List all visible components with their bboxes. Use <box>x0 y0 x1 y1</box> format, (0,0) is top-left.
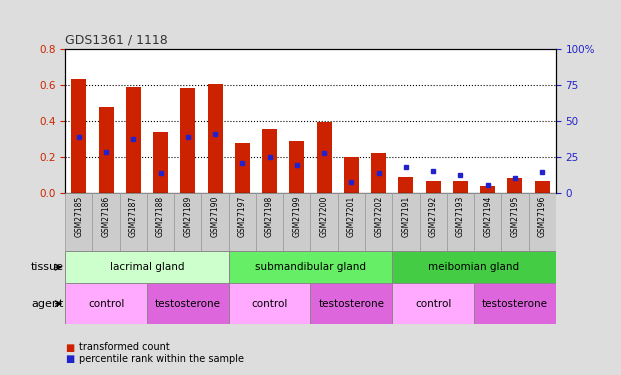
Bar <box>126 87 141 193</box>
Bar <box>528 193 556 251</box>
Bar <box>446 193 474 251</box>
Bar <box>371 153 386 193</box>
Bar <box>283 193 310 251</box>
Bar <box>180 87 196 193</box>
Bar <box>93 193 120 251</box>
Text: lacrimal gland: lacrimal gland <box>110 262 184 272</box>
Bar <box>229 193 256 251</box>
Text: ■: ■ <box>65 342 75 352</box>
Text: GSM27190: GSM27190 <box>211 196 220 237</box>
Bar <box>229 251 392 283</box>
Bar <box>120 193 147 251</box>
Text: GSM27199: GSM27199 <box>292 196 301 237</box>
Text: ■: ■ <box>65 354 75 364</box>
Bar <box>399 177 414 193</box>
Text: transformed count: transformed count <box>79 342 170 352</box>
Bar <box>310 193 338 251</box>
Bar <box>535 182 550 193</box>
Bar <box>501 193 528 251</box>
Bar <box>392 283 474 324</box>
Text: GSM27185: GSM27185 <box>75 196 83 237</box>
Text: GSM27198: GSM27198 <box>265 196 274 237</box>
Text: testosterone: testosterone <box>482 299 548 309</box>
Bar <box>71 78 86 193</box>
Text: GSM27192: GSM27192 <box>428 196 438 237</box>
Text: GSM27200: GSM27200 <box>320 196 329 237</box>
Text: GSM27197: GSM27197 <box>238 196 247 237</box>
Bar <box>289 141 304 193</box>
Bar <box>147 283 229 324</box>
Bar <box>317 122 332 193</box>
Text: GSM27186: GSM27186 <box>102 196 111 237</box>
Bar <box>344 157 359 193</box>
Bar <box>175 193 201 251</box>
Bar <box>256 193 283 251</box>
Bar <box>365 193 392 251</box>
Text: GSM27187: GSM27187 <box>129 196 138 237</box>
Text: control: control <box>415 299 451 309</box>
Text: GDS1361 / 1118: GDS1361 / 1118 <box>65 34 168 47</box>
Bar <box>338 193 365 251</box>
Text: GSM27191: GSM27191 <box>401 196 410 237</box>
Bar <box>235 144 250 193</box>
Text: agent: agent <box>32 299 64 309</box>
Text: GSM27194: GSM27194 <box>483 196 492 237</box>
Bar <box>507 178 522 193</box>
Text: control: control <box>252 299 288 309</box>
Bar <box>474 283 556 324</box>
Bar <box>65 251 229 283</box>
Text: GSM27188: GSM27188 <box>156 196 165 237</box>
Bar <box>310 283 392 324</box>
Text: percentile rank within the sample: percentile rank within the sample <box>79 354 244 364</box>
Bar <box>147 193 175 251</box>
Bar <box>207 84 222 193</box>
Text: GSM27193: GSM27193 <box>456 196 465 237</box>
Bar <box>65 283 147 324</box>
Bar <box>153 132 168 193</box>
Text: testosterone: testosterone <box>319 299 384 309</box>
Bar <box>420 193 446 251</box>
Bar <box>262 129 277 193</box>
Bar <box>392 251 556 283</box>
Bar <box>480 186 495 193</box>
Text: GSM27196: GSM27196 <box>538 196 546 237</box>
Bar <box>229 283 310 324</box>
Text: GSM27189: GSM27189 <box>183 196 193 237</box>
Bar <box>425 182 441 193</box>
Text: GSM27195: GSM27195 <box>510 196 519 237</box>
Bar <box>392 193 420 251</box>
Text: control: control <box>88 299 124 309</box>
Text: meibomian gland: meibomian gland <box>428 262 520 272</box>
Text: testosterone: testosterone <box>155 299 221 309</box>
Bar <box>201 193 229 251</box>
Text: GSM27202: GSM27202 <box>374 196 383 237</box>
Bar <box>474 193 501 251</box>
Text: GSM27201: GSM27201 <box>347 196 356 237</box>
Bar <box>99 106 114 193</box>
Text: submandibular gland: submandibular gland <box>255 262 366 272</box>
Text: tissue: tissue <box>31 262 64 272</box>
Bar <box>65 193 93 251</box>
Bar <box>453 182 468 193</box>
